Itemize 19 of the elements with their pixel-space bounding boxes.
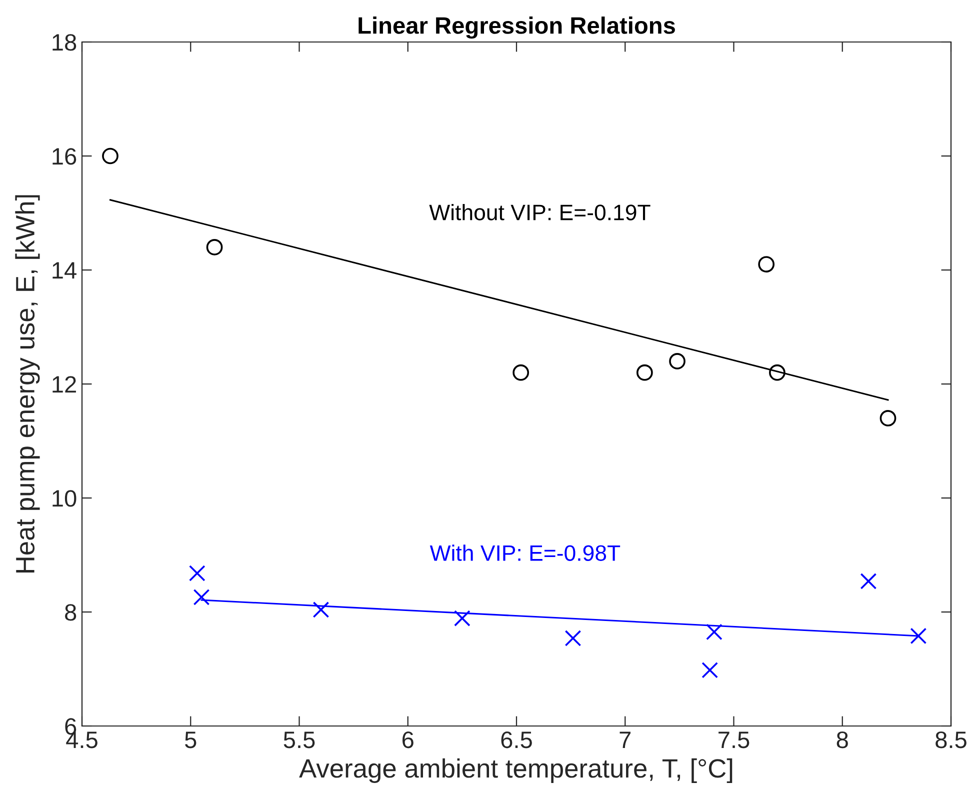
x-axis-title: Average ambient temperature, T, [°C] (299, 758, 732, 784)
y-tick-label: 8 (65, 604, 76, 621)
x-tick-label: 7.5 (718, 732, 750, 748)
annotation: With VIP: E=-0.98T (430, 544, 620, 561)
y-tick-label: 14 (52, 262, 76, 279)
x-tick-label: 7 (620, 732, 631, 748)
chart-title: Linear Regression Relations (358, 16, 675, 39)
y-tick-label: 16 (52, 148, 76, 165)
x-tick-label: 6.5 (501, 731, 532, 748)
x-tick-label: 6 (402, 731, 414, 748)
x-tick-label: 8 (836, 731, 848, 748)
x-tick-label: 5.5 (284, 732, 315, 748)
y-axis-title: Heat pump energy use, E, [kWh] (15, 195, 40, 572)
x-tick-label: 8.5 (936, 731, 966, 748)
y-tick-label: 12 (52, 376, 76, 393)
annotation: Without VIP: E=-0.19T (429, 204, 650, 220)
y-tick-label: 18 (52, 34, 76, 51)
x-tick-label: 5 (185, 732, 196, 748)
y-tick-label: 10 (52, 490, 76, 507)
